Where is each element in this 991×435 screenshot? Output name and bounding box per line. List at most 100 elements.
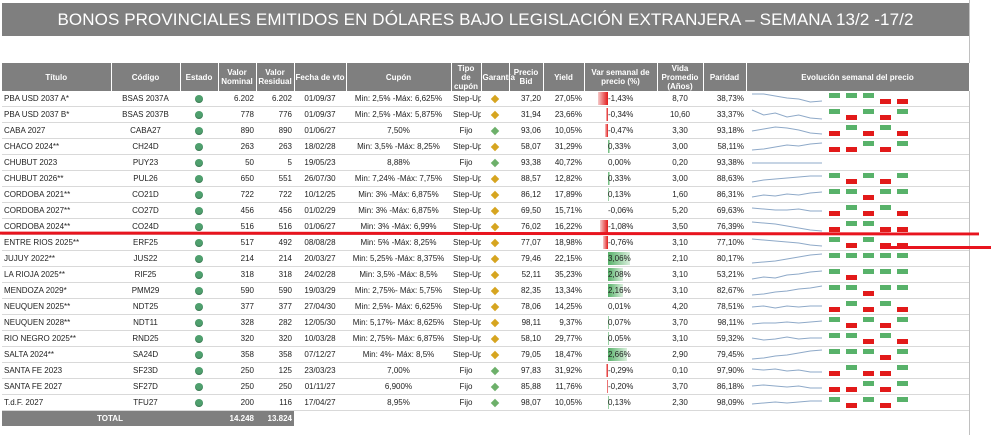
cell-estado	[180, 282, 218, 299]
cell-titulo: PBA USD 2037 A*	[2, 91, 111, 107]
cell-weekly-blocks	[824, 314, 970, 331]
cell-yield: 23,66%	[543, 106, 584, 123]
cell-tipo-cupon: Fijo	[451, 394, 481, 411]
table-row[interactable]: CHUBUT 2026** PUL26 650 551 26/07/30 Min: 7,2…	[2, 170, 970, 187]
cell-cupon: 7,50%	[346, 122, 451, 139]
diamond-icon	[490, 302, 500, 312]
table-row[interactable]: LA RIOJA 2025** RIF25 318 318 24/02/28 Min: 3…	[2, 266, 970, 283]
cell-valor-nominal: 358	[218, 346, 256, 363]
cell-codigo: NDT25	[111, 298, 180, 315]
cell-var-semanal: 3,06%	[584, 250, 657, 267]
cell-cupon: Min: 2,5% -Máx: 6,625%	[346, 91, 451, 107]
total-label: TOTAL	[2, 410, 218, 426]
table-row[interactable]: CABA 2027 CABA27 890 890 01/06/27 7,50% Fijo 93…	[2, 122, 970, 139]
weekly-down-block	[846, 323, 857, 328]
sparkline-chart	[751, 400, 822, 405]
table-row[interactable]: RIO NEGRO 2025** RND25 320 320 10/03/28 Min: …	[2, 330, 970, 347]
cell-precio-bid: 93,38	[509, 154, 543, 171]
cell-cupon: 8,95%	[346, 394, 451, 411]
table-row[interactable]: PBA USD 2037 A* BSAS 2037A 6.202 6.202 01/09…	[2, 91, 970, 107]
weekly-down-block	[880, 227, 891, 232]
cell-valor-nominal: 250	[218, 362, 256, 379]
weekly-up-block	[829, 269, 840, 274]
var-databar	[604, 124, 608, 137]
cell-vida-promedio: 2,90	[657, 346, 703, 363]
cell-yield: 17,89%	[543, 186, 584, 203]
table-row[interactable]: SANTA FE 2023 SF23D 250 125 23/03/23 7,00% Fij…	[2, 362, 970, 379]
cell-codigo: SA24D	[111, 346, 180, 363]
var-databar	[605, 108, 608, 121]
var-value: 0,33%	[608, 174, 631, 183]
table-row[interactable]: CHACO 2024** CH24D 263 263 18/02/28 Min: 3,5%…	[2, 138, 970, 155]
cell-garantia	[481, 314, 509, 331]
weekly-up-block	[863, 381, 874, 386]
cell-estado	[180, 138, 218, 155]
cell-weekly-blocks	[824, 106, 970, 123]
cell-tipo-cupon: Step-Up	[451, 170, 481, 187]
table-row[interactable]: CORDOBA 2021** CO21D 722 722 10/12/25 Min: 3%…	[2, 186, 970, 203]
weekly-up-block	[829, 253, 840, 258]
bonds-table: Título Código Estado Valor Nominal Valor…	[2, 63, 970, 426]
weekly-up-block	[880, 333, 891, 338]
cell-cupon: Min: 3% -Máx: 6,875%	[346, 186, 451, 203]
var-databar	[608, 268, 623, 281]
sparkline-chart	[752, 162, 822, 164]
cell-weekly-blocks	[824, 394, 970, 411]
cell-tipo-cupon: Step-Up	[451, 298, 481, 315]
table-row[interactable]: CORDOBA 2024** CO24D 516 516 01/06/27 Min: 3%…	[2, 218, 970, 235]
weekly-up-block	[897, 269, 908, 274]
var-databar	[608, 252, 630, 265]
col-header-titulo: Título	[2, 63, 112, 91]
cell-garantia	[481, 106, 509, 123]
cell-cupon: Min: 2,75%- Máx: 6,875%	[346, 330, 451, 347]
total-residual: 13.824	[256, 410, 294, 426]
table-row[interactable]: ENTRE RIOS 2025** ERF25 517 492 08/08/28 Min:…	[2, 234, 970, 251]
var-value: -1,43%	[608, 94, 634, 103]
weekly-up-block	[863, 237, 874, 242]
table-row[interactable]: T.d.F. 2027 TFU27 200 116 17/04/27 8,95% Fijo 9…	[2, 394, 970, 411]
cell-yield: 18,47%	[543, 346, 584, 363]
cell-fecha-vto: 01/06/27	[294, 122, 346, 139]
diamond-icon	[490, 318, 500, 328]
cell-vida-promedio: 0,10	[657, 362, 703, 379]
cell-sparkline	[746, 170, 824, 187]
cell-yield: 15,71%	[543, 202, 584, 219]
cell-garantia	[481, 298, 509, 315]
sparkline-chart	[751, 238, 823, 247]
weekly-down-block	[829, 227, 840, 232]
var-databar	[606, 380, 608, 393]
weekly-up-block	[829, 285, 840, 290]
cell-garantia	[481, 330, 509, 347]
weekly-up-block	[880, 205, 891, 210]
weekly-down-block	[880, 403, 891, 408]
cell-sparkline	[746, 250, 824, 267]
sparkline-series	[751, 368, 822, 373]
table-row[interactable]: PBA USD 2037 B* BSAS 2037B 778 776 01/09/37 M…	[2, 106, 970, 123]
cell-valor-residual: 377	[256, 298, 294, 315]
weekly-up-block	[897, 285, 908, 290]
cell-estado	[180, 314, 218, 331]
table-row[interactable]: NEUQUEN 2025** NDT25 377 377 27/04/30 Min: 2,…	[2, 298, 970, 315]
var-value: -0,06%	[608, 206, 634, 215]
weekly-down-block	[897, 227, 908, 232]
table-row[interactable]: JUJUY 2022** JUS22 214 214 20/03/27 Min: 5,25…	[2, 250, 970, 267]
table-row[interactable]: NEUQUEN 2028** NDT11 328 282 12/05/30 Min: 5,…	[2, 314, 970, 331]
table-row[interactable]: CORDOBA 2027** CO27D 456 456 01/02/29 Min: 3%…	[2, 202, 970, 219]
col-header-valor-nominal: Valor Nominal	[218, 63, 257, 91]
table-row[interactable]: MENDOZA 2029* PMM29 590 590 19/03/29 Min: 2,7…	[2, 282, 970, 299]
cell-estado	[180, 330, 218, 347]
cell-tipo-cupon: Fijo	[451, 154, 481, 171]
table-row[interactable]: SALTA 2024** SA24D 358 358 07/12/27 Min: 4%- …	[2, 346, 970, 363]
green-circle-icon	[195, 350, 203, 359]
var-value: -0,20%	[608, 382, 634, 391]
weekly-up-block	[863, 141, 874, 146]
table-row[interactable]: SANTA FE 2027 SF27D 250 250 01/11/27 6,900% Fi…	[2, 378, 970, 395]
var-databar	[605, 364, 608, 377]
green-circle-icon	[195, 318, 203, 327]
cell-tipo-cupon: Step-Up	[451, 91, 481, 107]
table-row[interactable]: CHUBUT 2023 PUY23 50 5 19/05/23 8,88% Fijo 93,3…	[2, 154, 970, 171]
cell-garantia	[481, 91, 509, 107]
diamond-icon	[490, 94, 500, 104]
weekly-down-block	[846, 115, 857, 120]
cell-precio-bid: 88,57	[509, 170, 543, 187]
